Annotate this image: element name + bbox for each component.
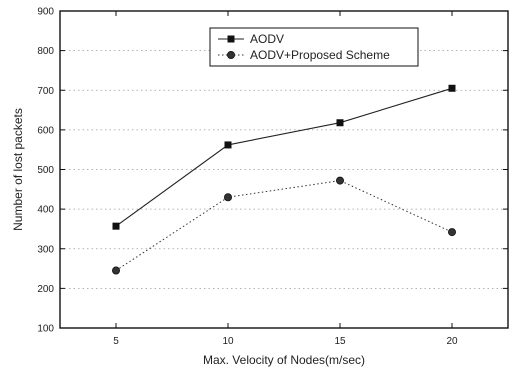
y-tick-label: 800 — [37, 46, 54, 57]
y-tick-label: 500 — [37, 165, 54, 176]
series-2 — [112, 176, 456, 275]
x-tick-label: 10 — [222, 336, 234, 347]
legend-entry: AODV+Proposed Scheme — [218, 48, 390, 62]
y-tick-label: 400 — [37, 205, 54, 216]
series-1 — [112, 84, 456, 230]
data-point — [112, 222, 120, 230]
y-tick-label: 300 — [37, 244, 54, 255]
y-tick-label: 700 — [37, 86, 54, 97]
y-tick-label: 100 — [37, 324, 54, 335]
data-point — [223, 193, 232, 202]
legend-label: AODV — [250, 32, 284, 46]
data-point — [335, 176, 344, 185]
data-point — [336, 119, 344, 127]
legend: AODV AODV+Proposed Scheme — [209, 27, 419, 67]
data-point — [112, 266, 121, 275]
legend-entries: AODV AODV+Proposed Scheme — [218, 32, 390, 62]
legend-box — [209, 27, 419, 67]
series-line — [115, 180, 453, 271]
y-axis-title: Number of lost packets — [11, 108, 25, 231]
series-line — [115, 87, 453, 227]
legend-marker — [227, 35, 235, 43]
y-tick-label: 900 — [37, 7, 54, 18]
x-tick-label: 5 — [113, 336, 119, 347]
series-layer — [112, 84, 456, 275]
y-tick-label: 200 — [37, 284, 54, 295]
x-axis-title: Max. Velocity of Nodes(m/sec) — [203, 353, 365, 367]
x-tick-label: 15 — [334, 336, 346, 347]
legend-marker — [226, 51, 235, 60]
data-point — [447, 228, 456, 237]
data-point — [224, 141, 232, 149]
y-axis-tick-labels: 100 200 300 400 500 600 700 800 900 — [37, 7, 54, 335]
x-tick-label: 20 — [446, 336, 458, 347]
data-point — [448, 84, 456, 92]
legend-entry: AODV — [218, 32, 284, 46]
y-tick-label: 600 — [37, 125, 54, 136]
axis-ticks — [60, 10, 508, 329]
x-axis-tick-labels: 5 10 15 20 — [113, 336, 458, 347]
grid-lines — [60, 50, 508, 289]
legend-label: AODV+Proposed Scheme — [250, 48, 390, 62]
